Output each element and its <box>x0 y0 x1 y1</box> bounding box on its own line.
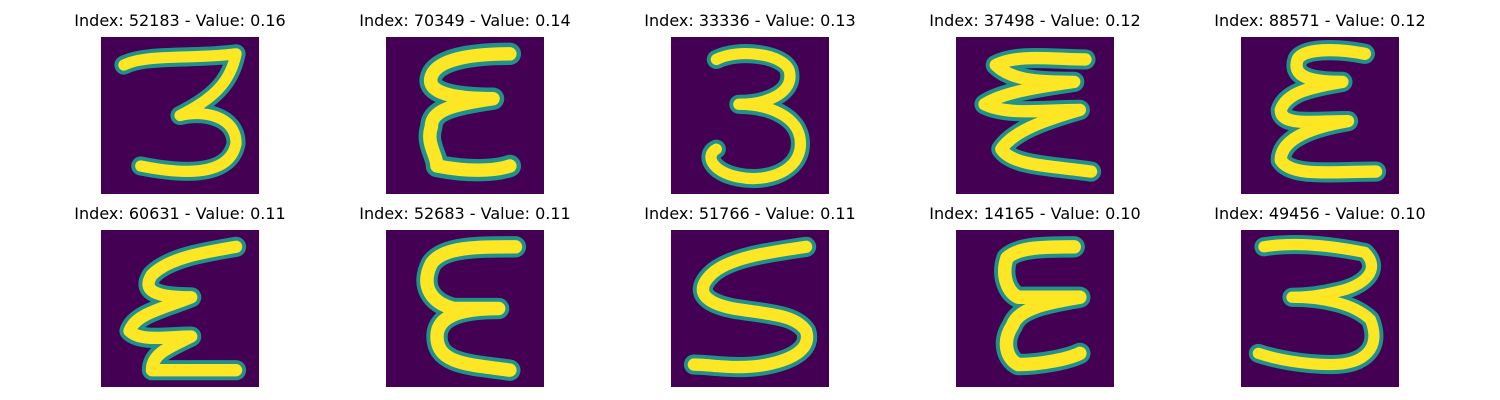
panel-title: Index: 37498 - Value: 0.12 <box>929 11 1141 30</box>
image-panel: Index: 60631 - Value: 0.11 <box>70 203 290 388</box>
panel-title: Index: 33336 - Value: 0.13 <box>644 11 856 30</box>
three-icon <box>101 37 259 194</box>
epsilon-icon <box>386 37 544 194</box>
panel-title: Index: 60631 - Value: 0.11 <box>74 204 286 223</box>
panel-title: Index: 51766 - Value: 0.11 <box>644 204 856 223</box>
digit-image <box>1241 230 1399 387</box>
three-icon <box>671 37 829 194</box>
digit-image <box>671 37 829 194</box>
epsilon-icon <box>956 230 1114 387</box>
image-panel: Index: 52183 - Value: 0.16 <box>70 10 290 195</box>
digit-image <box>956 230 1114 387</box>
image-panel: Index: 70349 - Value: 0.14 <box>355 10 575 195</box>
panel-title: Index: 14165 - Value: 0.10 <box>929 204 1141 223</box>
panel-title: Index: 52683 - Value: 0.11 <box>359 204 571 223</box>
digit-image <box>1241 37 1399 194</box>
digit-image <box>386 37 544 194</box>
five-s-icon <box>671 230 829 387</box>
panel-title: Index: 88571 - Value: 0.12 <box>1214 11 1426 30</box>
image-panel: Index: 49456 - Value: 0.10 <box>1210 203 1430 388</box>
image-panel: Index: 37498 - Value: 0.12 <box>925 10 1145 195</box>
image-panel: Index: 33336 - Value: 0.13 <box>640 10 860 195</box>
digit-image <box>101 230 259 387</box>
epsilon-zigzag-icon <box>956 37 1114 194</box>
image-panel: Index: 52683 - Value: 0.11 <box>355 203 575 388</box>
digit-image <box>386 230 544 387</box>
panel-title: Index: 70349 - Value: 0.14 <box>359 11 571 30</box>
three-icon <box>1241 230 1399 387</box>
digit-image <box>956 37 1114 194</box>
digit-image <box>671 230 829 387</box>
panel-title: Index: 52183 - Value: 0.16 <box>74 11 286 30</box>
epsilon-zigzag-icon <box>101 230 259 387</box>
panel-title: Index: 49456 - Value: 0.10 <box>1214 204 1426 223</box>
digit-image <box>101 37 259 194</box>
image-panel: Index: 88571 - Value: 0.12 <box>1210 10 1430 195</box>
epsilon-icon <box>1241 37 1399 194</box>
image-panel: Index: 51766 - Value: 0.11 <box>640 203 860 388</box>
epsilon-round-icon <box>386 230 544 387</box>
image-panel: Index: 14165 - Value: 0.10 <box>925 203 1145 388</box>
